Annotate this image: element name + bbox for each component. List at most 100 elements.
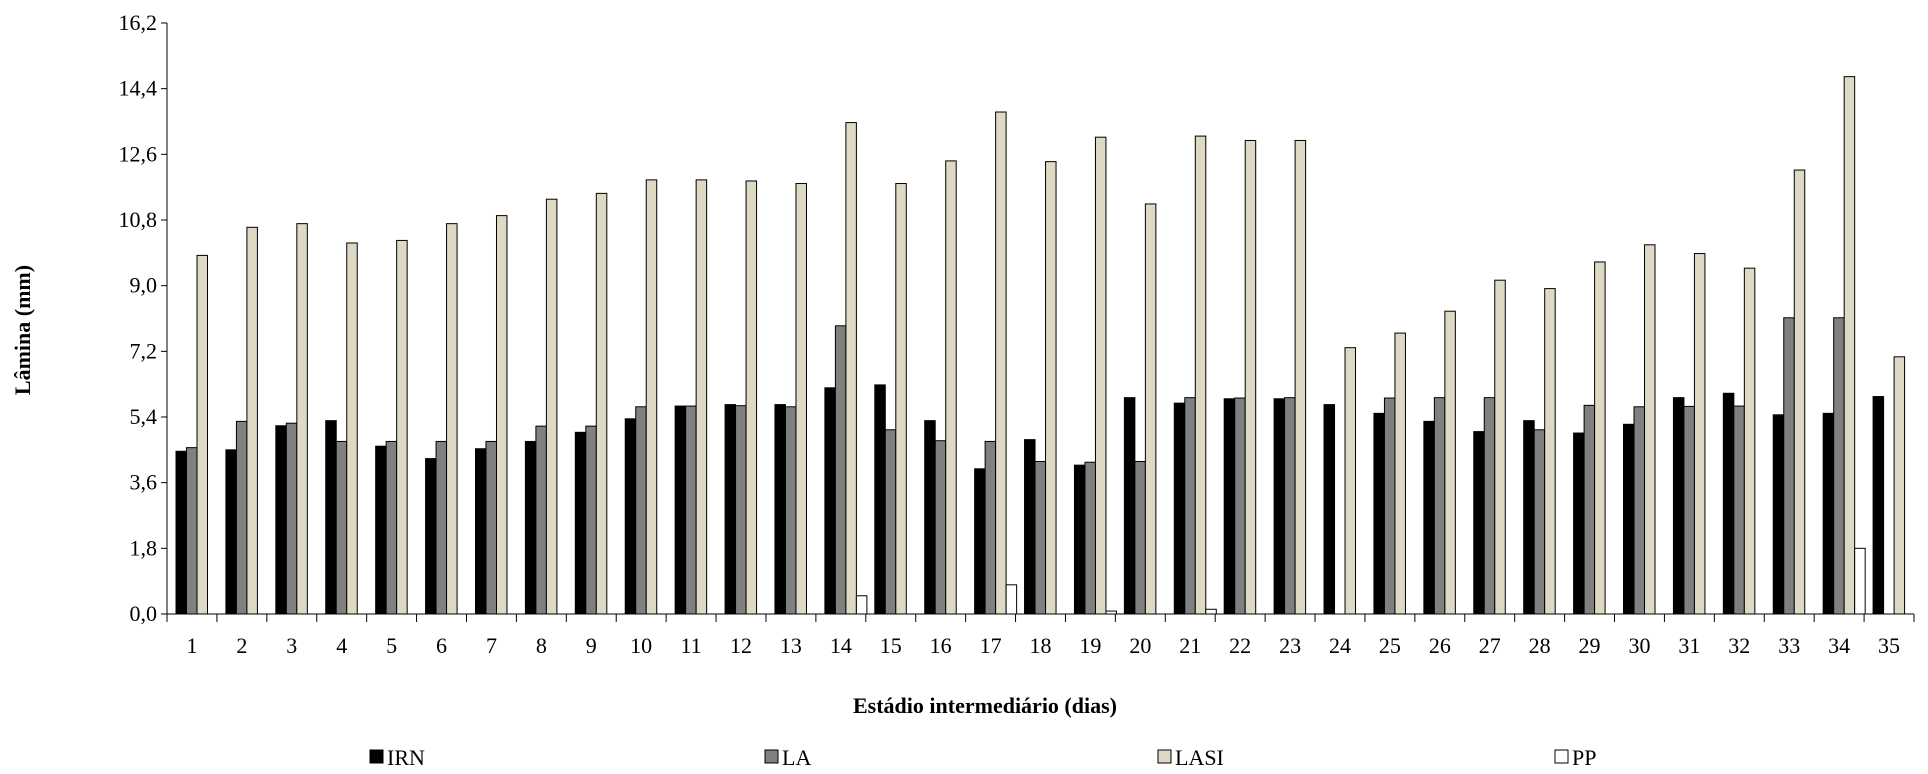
bar-irn-3 [275,425,287,615]
bar-irn-15 [874,384,886,615]
bar-irn-29 [1573,432,1585,615]
legend-label-lasi: LASI [1175,745,1224,770]
bar-la-4 [335,440,348,615]
bar-lasi-19 [1094,136,1107,615]
bar-irn-23 [1273,398,1286,615]
x-tick-label: 4 [336,633,347,658]
x-tick-label: 10 [630,633,652,658]
bar-lasi-26 [1444,310,1456,615]
legend: IRN LA LASI PP [369,745,1596,770]
x-tick-label: 20 [1129,633,1151,658]
x-tick-label: 1 [186,633,197,658]
bar-la-1 [186,447,198,615]
bar-lasi-16 [945,160,957,615]
bar-lasi-25 [1394,332,1406,615]
bar-irn-30 [1623,423,1635,615]
bar-la-30 [1633,406,1646,615]
bar-irn-5 [375,445,387,615]
bar-la-23 [1284,397,1296,615]
bar-lasi-7 [495,215,508,615]
bar-la-17 [984,440,997,615]
plot-area [175,76,1906,615]
bar-la-11 [685,405,697,615]
bar-la-19 [1084,461,1096,615]
x-tick-label: 16 [930,633,952,658]
legend-swatch-lasi [1157,749,1172,764]
bar-la-15 [884,429,897,615]
bar-la-6 [435,440,448,615]
x-tick-label: 3 [286,633,297,658]
bar-irn-33 [1772,414,1785,615]
bar-irn-31 [1672,397,1685,615]
x-tick-label: 15 [880,633,902,658]
bar-lasi-2 [246,226,258,615]
bar-lasi-30 [1644,244,1656,615]
bar-lasi-8 [545,198,558,615]
bar-irn-21 [1173,402,1186,615]
bar-lasi-11 [695,179,708,615]
bar-la-13 [784,406,797,615]
bar-lasi-31 [1693,253,1706,615]
y-tick-label: 16,2 [119,10,158,35]
bar-lasi-28 [1544,288,1556,615]
legend-swatch-irn [369,749,384,764]
x-tick-label: 13 [780,633,802,658]
bar-irn-1 [175,450,187,615]
bar-la-20 [1134,461,1146,615]
bar-lasi-10 [645,179,658,615]
y-axis-title: Lâmina (mm) [10,265,35,395]
bar-la-14 [834,325,847,615]
bar-pp-17 [1005,584,1018,615]
x-tick-label: 9 [586,633,597,658]
x-tick-label: 31 [1678,633,1700,658]
bar-la-8 [535,425,547,615]
bar-la-33 [1783,317,1795,615]
bar-irn-6 [425,458,437,615]
bar-irn-34 [1822,412,1835,615]
x-tick-label: 27 [1479,633,1501,658]
bar-la-25 [1383,397,1396,615]
bar-la-29 [1583,404,1596,615]
legend-swatch-pp [1554,749,1569,764]
bar-pp-14 [855,595,868,615]
bar-la-18 [1034,461,1047,615]
bar-lasi-1 [196,254,208,615]
x-tick-label: 7 [486,633,497,658]
bar-irn-9 [574,431,587,615]
y-tick-label: 9,0 [130,273,158,298]
bar-irn-10 [624,418,637,615]
y-tick-label: 10,8 [119,207,158,232]
bar-lasi-6 [446,223,458,615]
bar-irn-32 [1722,392,1735,615]
y-tick-label: 3,6 [130,470,158,495]
bar-la-32 [1733,405,1745,615]
bar-la-31 [1683,405,1695,615]
bar-la-28 [1533,429,1546,615]
x-axis-title: Estádio intermediário (dias) [853,693,1117,718]
bar-lasi-5 [396,239,408,615]
y-tick-label: 7,2 [130,338,158,363]
bar-la-22 [1234,397,1246,615]
bar-lasi-32 [1743,267,1756,615]
bar-irn-20 [1123,397,1136,615]
bar-irn-12 [724,404,737,615]
bar-lasi-23 [1294,139,1307,615]
x-tick-label: 26 [1429,633,1451,658]
bar-lasi-29 [1594,261,1606,615]
bar-la-26 [1433,397,1446,615]
bar-lasi-3 [296,223,308,615]
bar-lasi-14 [845,122,857,615]
bar-la-7 [485,440,497,615]
x-tick-label: 11 [681,633,702,658]
x-tick-label: 22 [1229,633,1251,658]
bar-irn-35 [1872,396,1885,615]
bar-la-27 [1483,397,1496,615]
x-tick-label: 19 [1079,633,1101,658]
bar-la-10 [635,406,647,615]
y-tick-label: 5,4 [130,404,158,429]
bar-lasi-27 [1494,279,1506,615]
bar-la-16 [934,440,947,615]
y-tick-label: 14,4 [119,76,158,101]
bar-lasi-15 [895,183,907,615]
